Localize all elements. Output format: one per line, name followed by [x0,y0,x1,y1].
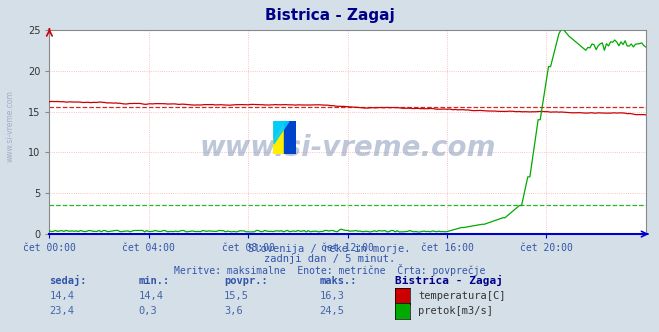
Text: 14,4: 14,4 [49,291,74,301]
Text: Bistrica - Zagaj: Bistrica - Zagaj [395,275,503,286]
Text: www.si-vreme.com: www.si-vreme.com [200,134,496,162]
Text: maks.:: maks.: [320,276,357,286]
Text: pretok[m3/s]: pretok[m3/s] [418,306,494,316]
Text: Bistrica - Zagaj: Bistrica - Zagaj [265,8,394,23]
Text: zadnji dan / 5 minut.: zadnji dan / 5 minut. [264,254,395,264]
Text: Slovenija / reke in morje.: Slovenija / reke in morje. [248,244,411,254]
Text: 3,6: 3,6 [224,306,243,316]
Text: temperatura[C]: temperatura[C] [418,291,506,301]
Text: 0,3: 0,3 [138,306,157,316]
Text: 16,3: 16,3 [320,291,345,301]
Text: 15,5: 15,5 [224,291,249,301]
Text: Meritve: maksimalne  Enote: metrične  Črta: povprečje: Meritve: maksimalne Enote: metrične Črta… [174,264,485,276]
Text: min.:: min.: [138,276,169,286]
Text: 14,4: 14,4 [138,291,163,301]
Text: 24,5: 24,5 [320,306,345,316]
Text: povpr.:: povpr.: [224,276,268,286]
Text: 23,4: 23,4 [49,306,74,316]
Text: sedaj:: sedaj: [49,275,87,286]
Text: www.si-vreme.com: www.si-vreme.com [5,90,14,162]
